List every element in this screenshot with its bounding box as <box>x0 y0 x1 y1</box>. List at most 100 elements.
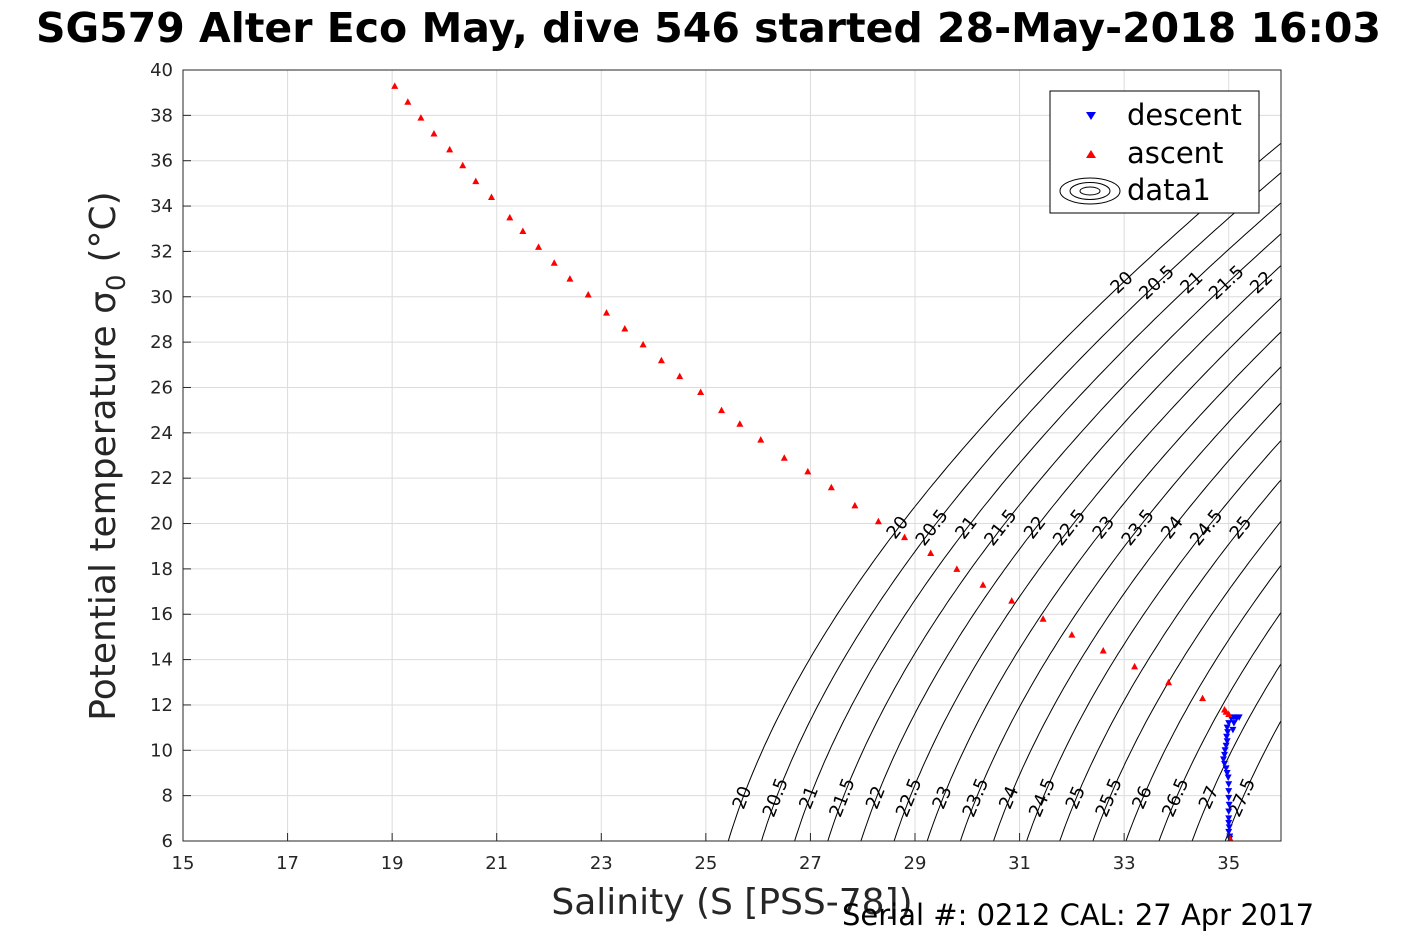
y-tick-label: 18 <box>150 559 173 580</box>
y-tick-label: 38 <box>150 105 173 126</box>
contour-line <box>993 402 1281 841</box>
ascent-point <box>827 483 835 491</box>
legend-ascent-marker <box>1086 150 1096 158</box>
y-tick-label: 28 <box>150 332 173 353</box>
ascent-point <box>757 436 765 443</box>
contour-line <box>893 297 1281 841</box>
ascent-point <box>901 533 909 541</box>
x-tick-label: 17 <box>276 853 299 874</box>
chart-title: SG579 Alter Eco May, dive 546 started 28… <box>36 6 1381 52</box>
y-tick-label: 16 <box>150 604 173 625</box>
ascent-point <box>953 565 961 572</box>
y-tick-label: 40 <box>150 60 173 81</box>
ascent-point <box>1131 662 1139 670</box>
y-axis-label-subscript: 0 <box>102 274 132 291</box>
ascent-point <box>584 290 592 298</box>
contour-line <box>1125 564 1281 841</box>
ascent-point <box>1099 647 1107 654</box>
contour-line <box>860 264 1281 841</box>
ascent-point <box>927 549 935 557</box>
y-tick-label: 14 <box>150 650 173 671</box>
legend-box <box>1049 90 1260 214</box>
x-tick-label: 23 <box>590 853 613 874</box>
data-points <box>391 82 1243 841</box>
descent-point <box>1222 742 1230 750</box>
y-tick-label: 8 <box>162 786 173 807</box>
x-tick-label: 19 <box>381 853 404 874</box>
x-tick-label: 25 <box>694 853 717 874</box>
ascent-point <box>603 309 611 316</box>
descent-point <box>1225 788 1233 795</box>
x-tick-label: 35 <box>1217 853 1240 874</box>
contour-line <box>1191 662 1281 841</box>
descent-point <box>1223 724 1231 732</box>
descent-point <box>1225 824 1233 831</box>
ascent-point <box>404 98 412 105</box>
y-tick-label: 6 <box>162 831 173 852</box>
y-tick-label: 10 <box>150 740 173 761</box>
contour-line <box>1158 611 1281 841</box>
ascent-point <box>417 114 425 121</box>
y-axis-label: Potential temperature σ0 (°C) <box>83 191 132 720</box>
legend-data1-label: data1 <box>1127 173 1211 207</box>
y-tick-label: 30 <box>150 287 173 308</box>
contour-line <box>959 366 1281 841</box>
serial-cal-footer: Serial #: 0212 CAL: 27 Apr 2017 <box>842 898 1315 932</box>
descent-point <box>1221 760 1229 768</box>
descent-point <box>1225 781 1233 788</box>
legend-ascent-label: ascent <box>1127 136 1223 170</box>
legend-descent-label: descent <box>1127 98 1242 132</box>
y-tick-label: 22 <box>150 468 173 489</box>
contour-line <box>1059 479 1281 841</box>
ascent-point <box>519 227 527 235</box>
descent-point <box>1229 726 1237 734</box>
ascent-point <box>1039 615 1047 622</box>
y-tick-label: 36 <box>150 151 173 172</box>
descent-point <box>1230 720 1238 727</box>
ascent-point <box>804 467 812 475</box>
ascent-point <box>1165 678 1173 686</box>
ascent-point <box>506 213 514 221</box>
x-tick-label: 33 <box>1113 853 1136 874</box>
descent-point <box>1223 733 1231 741</box>
x-axis-label: Salinity (S [PSS-78]) <box>551 882 912 923</box>
density-contours <box>727 142 1281 841</box>
ascent-point <box>718 406 726 414</box>
ascent-point <box>676 372 684 380</box>
descent-point <box>1225 815 1233 822</box>
y-tick-label: 32 <box>150 241 173 262</box>
x-tick-label: 27 <box>799 853 822 874</box>
plot-frame <box>182 69 1282 842</box>
descent-point <box>1225 720 1233 727</box>
legend-contour-icon <box>1059 177 1121 205</box>
descent-point <box>1221 751 1229 759</box>
descent-point <box>1224 729 1232 736</box>
legend: descent ascent data1 <box>1049 90 1260 214</box>
x-tick-label: 31 <box>1008 853 1031 874</box>
contour-line <box>1026 439 1281 841</box>
contour-line <box>926 331 1281 841</box>
ascent-point <box>639 340 647 348</box>
descent-point <box>1222 765 1230 772</box>
ascent-point <box>535 243 543 250</box>
ascent-point <box>780 454 788 461</box>
descent-point <box>1235 714 1243 721</box>
ascent-point <box>1222 708 1230 715</box>
ascent-point <box>430 129 438 137</box>
x-tick-label: 29 <box>904 853 927 874</box>
descent-point <box>1225 819 1233 827</box>
ascent-point <box>1229 837 1234 841</box>
y-tick-label: 34 <box>150 196 173 217</box>
ascent-point <box>657 356 665 364</box>
descent-point <box>1219 756 1227 763</box>
ascent-point <box>1008 597 1016 604</box>
ascent-point <box>459 161 467 169</box>
descent-point <box>1221 747 1229 754</box>
ascent-point <box>566 275 574 282</box>
ascent-point <box>550 259 558 266</box>
legend-descent-marker <box>1086 112 1096 120</box>
descent-point <box>1225 808 1233 816</box>
y-tick-label: 12 <box>150 695 173 716</box>
descent-point <box>1223 738 1231 745</box>
